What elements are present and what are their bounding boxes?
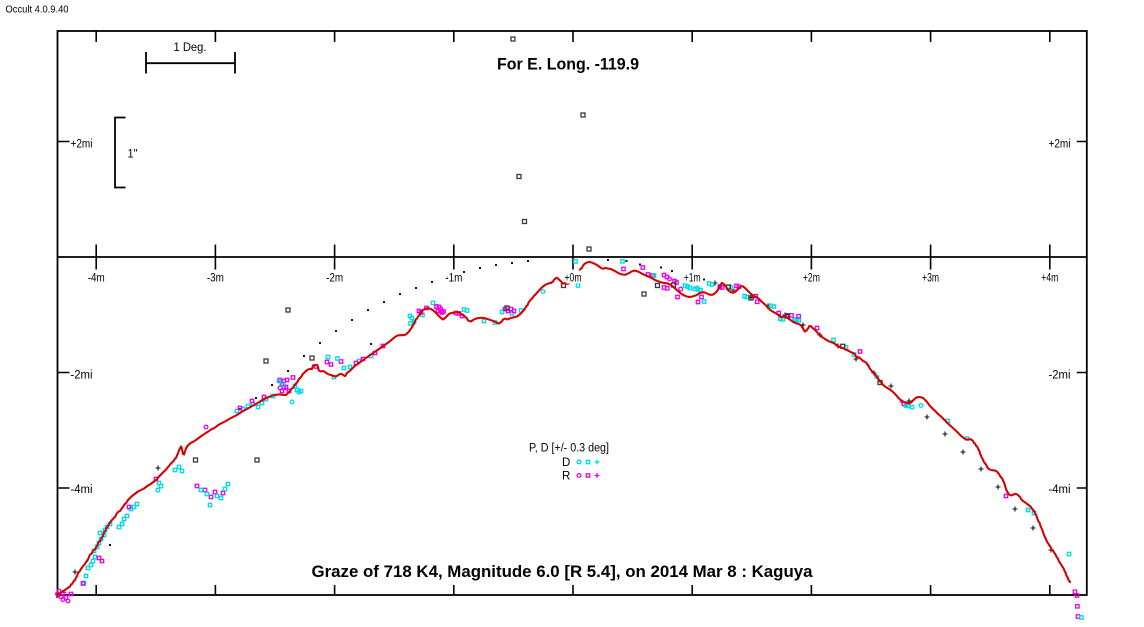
svg-text:1 Deg.: 1 Deg. (174, 42, 207, 54)
svg-text:-2mi: -2mi (71, 370, 93, 382)
svg-text:-1m: -1m (445, 273, 462, 285)
svg-text:-4m: -4m (88, 273, 105, 285)
svg-text:P, D [+/- 0.3 deg]: P, D [+/- 0.3 deg] (529, 443, 609, 455)
svg-text:For E. Long. -119.9: For E. Long. -119.9 (497, 55, 639, 74)
svg-text:+1m: +1m (684, 273, 701, 285)
svg-text:+3m: +3m (922, 273, 939, 285)
svg-text:1": 1" (128, 149, 138, 161)
svg-text:R: R (562, 471, 570, 483)
svg-text:+0m: +0m (565, 273, 582, 285)
svg-text:+2mi: +2mi (71, 139, 93, 151)
svg-text:+2mi: +2mi (1049, 139, 1071, 151)
svg-text:+4m: +4m (1041, 273, 1058, 285)
svg-text:-4mi: -4mi (71, 484, 93, 496)
svg-text:-2m: -2m (326, 273, 343, 285)
svg-text:-3m: -3m (207, 273, 224, 285)
svg-text:Occult 4.0.9.40: Occult 4.0.9.40 (6, 5, 69, 16)
svg-text:+2m: +2m (803, 273, 820, 285)
svg-text:D: D (562, 457, 570, 469)
svg-text:Graze of 718 K4, Magnitude 6: Graze of 718 K4, Magnitude 6.0 [R 5.4], … (312, 562, 814, 581)
svg-text:-2mi: -2mi (1049, 370, 1071, 382)
svg-text:-4mi: -4mi (1049, 484, 1071, 496)
